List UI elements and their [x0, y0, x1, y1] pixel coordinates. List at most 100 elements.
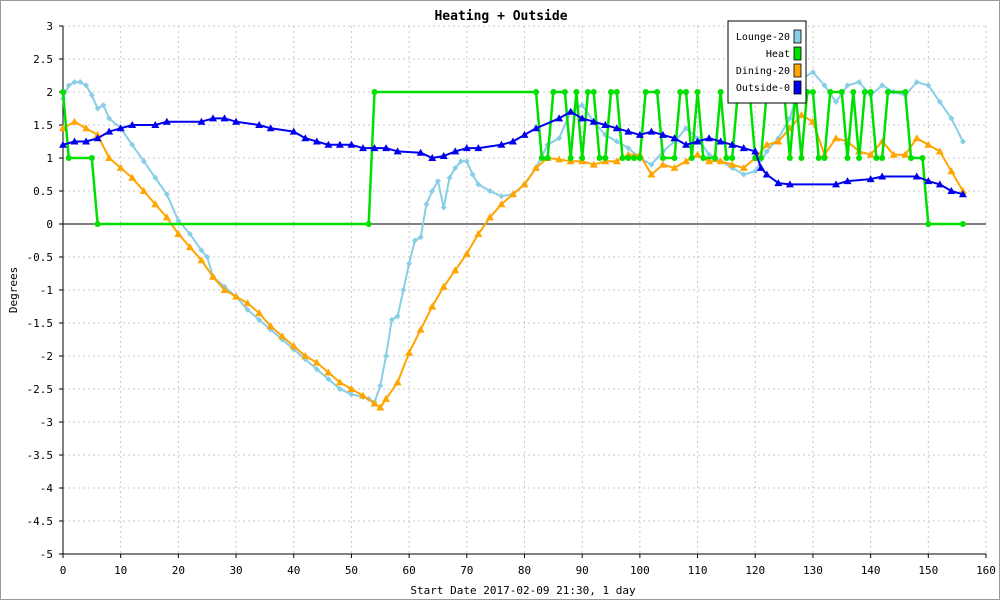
data-point-outside-0 [532, 124, 541, 132]
data-point-dining-20 [278, 332, 287, 340]
data-point-heat [717, 89, 724, 95]
data-point-lounge-20 [579, 102, 586, 109]
data-point-lounge-20 [844, 82, 851, 89]
data-point-lounge-20 [106, 115, 113, 122]
data-point-dining-20 [405, 348, 414, 356]
data-point-heat [786, 155, 793, 161]
data-point-outside-0 [520, 130, 529, 138]
y-tick-label: 1.5 [33, 119, 53, 132]
data-point-dining-20 [912, 134, 921, 142]
data-point-lounge-20 [913, 79, 920, 86]
data-point-heat [902, 89, 909, 95]
data-point-heat [700, 155, 707, 161]
data-point-outside-0 [82, 137, 91, 145]
data-point-dining-20 [670, 163, 679, 171]
data-point-lounge-20 [65, 82, 72, 89]
data-point-outside-0 [197, 117, 206, 125]
x-tick-label: 100 [630, 564, 650, 577]
data-point-heat [879, 155, 886, 161]
data-point-outside-0 [289, 127, 298, 135]
x-tick-label: 40 [287, 564, 300, 577]
data-point-outside-0 [935, 180, 944, 188]
data-point-outside-0 [705, 134, 714, 142]
data-point-lounge-20 [383, 353, 390, 359]
data-point-outside-0 [393, 147, 402, 155]
data-point-dining-20 [185, 243, 194, 251]
data-point-heat [550, 89, 557, 95]
data-point-outside-0 [347, 140, 356, 148]
y-tick-label: -4 [40, 482, 54, 495]
data-point-lounge-20 [706, 151, 713, 158]
data-point-dining-20 [520, 180, 529, 188]
data-point-lounge-20 [77, 79, 84, 86]
data-point-heat [671, 155, 678, 161]
data-point-dining-20 [532, 163, 541, 171]
data-point-lounge-20 [683, 125, 690, 132]
data-point-outside-0 [128, 121, 137, 128]
data-point-heat [573, 89, 580, 95]
data-point-heat [659, 155, 666, 161]
data-point-outside-0 [232, 117, 241, 125]
data-point-heat [873, 155, 880, 161]
data-point-lounge-20 [94, 105, 101, 112]
legend-box [727, 20, 807, 104]
data-point-heat [596, 155, 603, 161]
y-tick-label: -0.5 [27, 251, 54, 264]
data-point-dining-20 [139, 187, 148, 194]
data-point-outside-0 [151, 121, 160, 128]
data-point-outside-0 [762, 170, 771, 178]
data-point-outside-0 [728, 140, 737, 148]
data-point-lounge-20 [486, 188, 493, 194]
y-tick-label: 2 [46, 86, 53, 99]
data-point-outside-0 [774, 179, 783, 187]
data-point-dining-20 [208, 272, 217, 280]
data-point-outside-0 [866, 175, 875, 183]
data-point-lounge-20 [625, 145, 632, 152]
data-point-dining-20 [162, 213, 171, 221]
data-point-heat [567, 155, 574, 161]
data-point-outside-0 [312, 137, 321, 145]
data-point-lounge-20 [925, 82, 932, 89]
data-point-lounge-20 [325, 376, 332, 383]
data-point-outside-0 [566, 107, 575, 115]
data-point-lounge-20 [186, 230, 193, 237]
legend-swatch [793, 46, 802, 61]
data-point-heat [625, 155, 632, 161]
data-point-outside-0 [220, 114, 229, 122]
data-point-lounge-20 [88, 92, 95, 99]
x-axis-title: Start Date 2017-02-09 21:30, 1 day [410, 584, 636, 597]
data-point-heat [608, 89, 615, 95]
data-point-dining-20 [116, 163, 125, 171]
data-point-outside-0 [647, 127, 656, 135]
data-point-outside-0 [682, 140, 691, 148]
data-point-dining-20 [128, 173, 137, 181]
data-point-lounge-20 [498, 193, 505, 200]
data-point-lounge-20 [348, 391, 355, 398]
data-point-heat [533, 89, 540, 95]
data-point-dining-20 [924, 140, 933, 148]
data-point-outside-0 [878, 172, 887, 180]
grid [63, 25, 987, 554]
data-point-outside-0 [589, 117, 598, 125]
data-point-dining-20 [451, 266, 460, 274]
data-point-heat [688, 155, 695, 161]
data-point-dining-20 [762, 140, 771, 148]
data-point-outside-0 [658, 130, 667, 138]
x-tick-label: 70 [460, 564, 473, 577]
data-point-lounge-20 [648, 161, 655, 168]
data-point-dining-20 [716, 157, 725, 165]
data-point-heat [815, 155, 822, 161]
data-point-dining-20 [370, 399, 379, 407]
data-point-outside-0 [635, 130, 644, 138]
legend-label: Outside-0 [736, 83, 790, 94]
data-point-lounge-20 [423, 201, 430, 208]
data-point-outside-0 [508, 137, 517, 145]
data-point-outside-0 [843, 177, 852, 185]
data-point-heat [723, 155, 730, 161]
data-point-lounge-20 [83, 82, 90, 89]
x-tick-label: 110 [688, 564, 708, 577]
data-point-outside-0 [757, 163, 766, 171]
data-point-heat [850, 89, 857, 95]
